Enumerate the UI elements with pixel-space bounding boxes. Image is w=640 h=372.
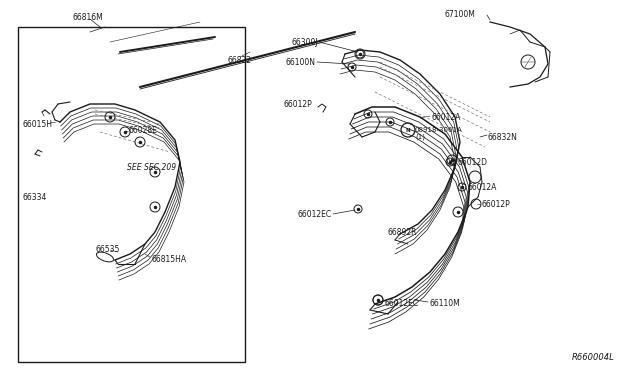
Text: 66535: 66535 xyxy=(95,246,120,254)
Text: 66832N: 66832N xyxy=(488,132,518,141)
Text: (1): (1) xyxy=(415,134,425,140)
Text: 66110M: 66110M xyxy=(430,299,461,308)
Text: 67100M: 67100M xyxy=(445,10,476,19)
Text: N: N xyxy=(406,128,410,132)
Text: 66816M: 66816M xyxy=(72,13,103,22)
Text: 08918-3061A: 08918-3061A xyxy=(415,127,463,133)
Text: R660004L: R660004L xyxy=(572,353,615,362)
Text: 66012P: 66012P xyxy=(284,99,312,109)
Text: 66815HA: 66815HA xyxy=(152,256,187,264)
Text: 66015H: 66015H xyxy=(22,119,52,128)
Text: 66012EC: 66012EC xyxy=(298,209,332,218)
Text: 66012A: 66012A xyxy=(432,112,461,122)
Text: 66012P: 66012P xyxy=(482,199,511,208)
Text: 66028E: 66028E xyxy=(128,125,157,135)
Text: 66300J: 66300J xyxy=(291,38,318,46)
Text: 66892R: 66892R xyxy=(388,228,417,237)
Text: 66334: 66334 xyxy=(22,192,46,202)
Text: 66012D: 66012D xyxy=(458,157,488,167)
Text: 66822: 66822 xyxy=(228,55,252,64)
Text: 66012EC: 66012EC xyxy=(385,299,419,308)
Text: 66100N: 66100N xyxy=(286,58,316,67)
Text: SEE SEC.209: SEE SEC.209 xyxy=(127,163,177,171)
Text: 66012A: 66012A xyxy=(468,183,497,192)
Bar xyxy=(18,27,245,362)
